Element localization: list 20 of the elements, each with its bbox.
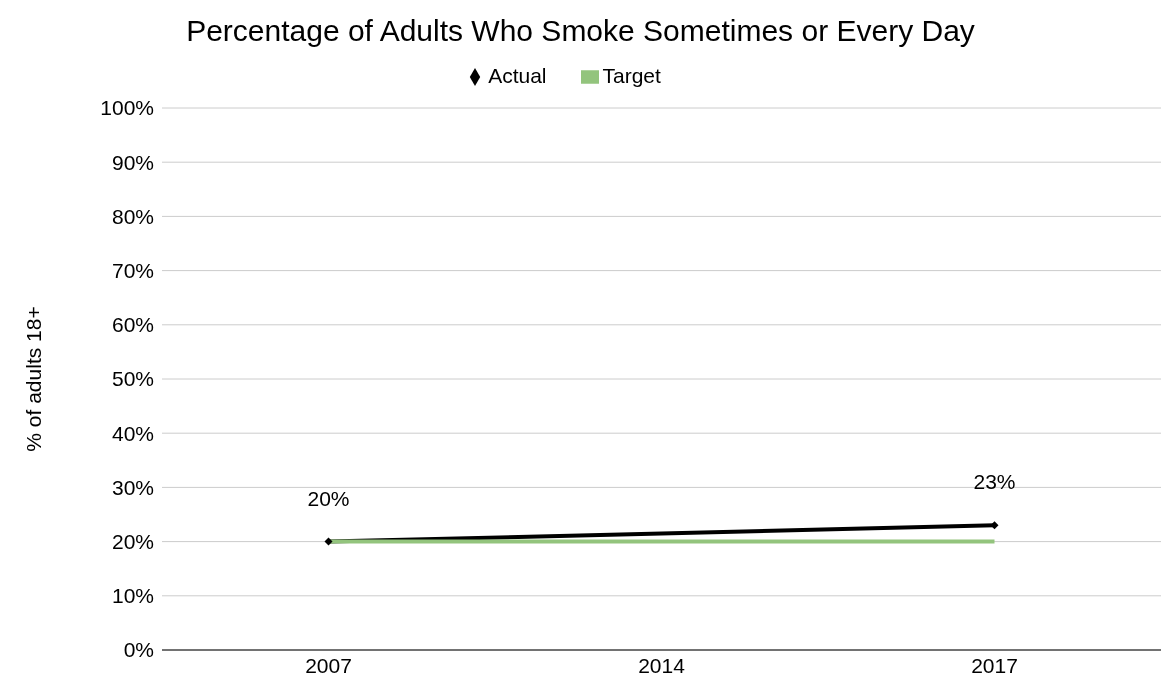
data-label: 20% <box>307 486 350 510</box>
y-axis-title: % of adults 18+ <box>22 306 46 452</box>
y-tick-label: 60% <box>111 313 154 337</box>
y-tick-label: 30% <box>111 475 154 499</box>
y-tick-label: 50% <box>111 367 154 391</box>
y-tick-label: 10% <box>111 584 154 608</box>
y-tick-label: 40% <box>111 421 154 445</box>
x-tick-label: 2014 <box>638 653 686 677</box>
y-tick-label: 0% <box>123 638 154 662</box>
y-tick-label: 90% <box>111 150 154 174</box>
legend-label: Actual <box>488 64 547 87</box>
y-tick-label: 70% <box>111 259 154 283</box>
x-tick-label: 2017 <box>971 653 1018 677</box>
x-tick-label: 2007 <box>305 653 352 677</box>
chart-title: Percentage of Adults Who Smoke Sometimes or Every Day <box>185 13 976 49</box>
y-tick-label: 100% <box>100 96 154 120</box>
data-label: 23% <box>973 470 1016 494</box>
y-tick-label: 80% <box>111 204 154 228</box>
legend-label: Target <box>602 64 661 87</box>
y-tick-label: 20% <box>111 530 154 554</box>
